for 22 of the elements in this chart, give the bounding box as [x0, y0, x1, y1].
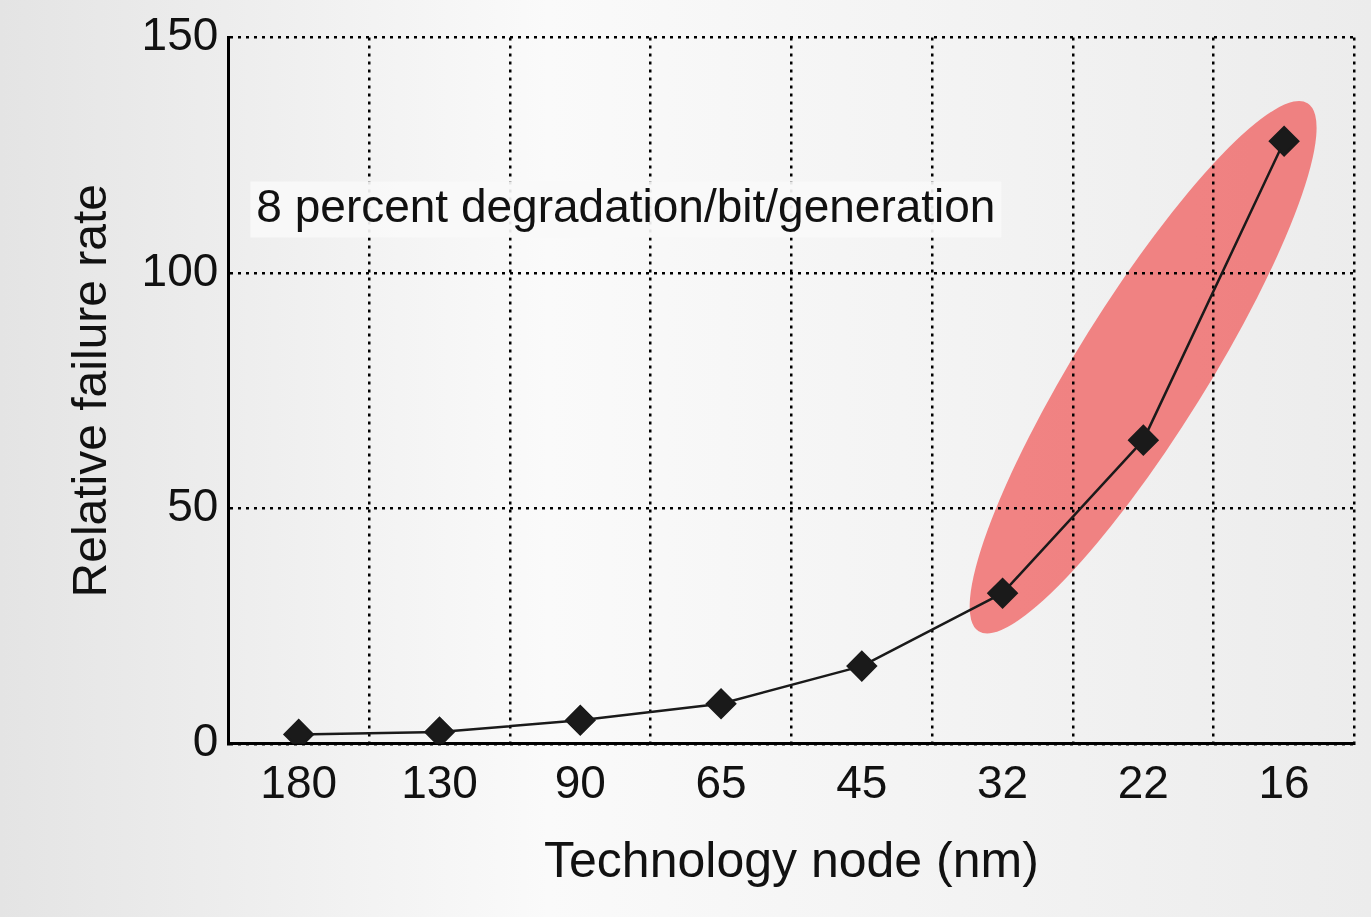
point [424, 716, 455, 744]
point [987, 577, 1018, 609]
x-tick-label: 22 [1117, 756, 1169, 809]
point [705, 688, 737, 720]
x-tick-label: 180 [260, 756, 338, 809]
x-tick-label: 90 [554, 756, 606, 809]
y-tick-label: 50 [167, 479, 219, 532]
y-tick-label: 100 [141, 243, 219, 296]
x-tick-label: 130 [401, 756, 478, 809]
y-axis-title: Relative failure rate [63, 183, 117, 598]
x-tick-label: 16 [1258, 756, 1310, 809]
x-tick-label: 65 [695, 756, 747, 809]
point [565, 705, 596, 736]
x-tick-label: 32 [976, 756, 1029, 809]
point [846, 650, 878, 682]
point [1128, 424, 1159, 456]
y-tick-label: 150 [141, 8, 219, 61]
x-tick-label: 45 [836, 756, 888, 809]
annotation: 8 percent degradation/bit/generation [256, 180, 996, 233]
x-axis-title: Technology node (nm) [544, 831, 1039, 888]
y-tick-label: 0 [192, 714, 219, 767]
point [1268, 125, 1300, 157]
